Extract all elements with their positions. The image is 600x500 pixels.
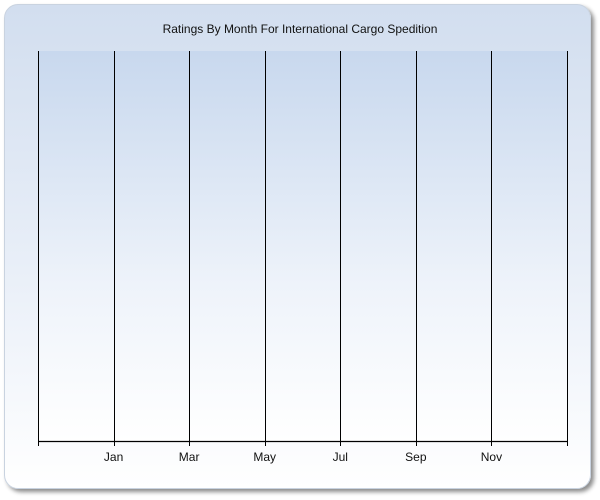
chart-title: Ratings By Month For International Cargo… (162, 22, 438, 36)
x-tick-label: Jul (333, 450, 348, 464)
x-tick-label: Sep (405, 450, 427, 464)
x-tick-label: Nov (481, 450, 502, 464)
x-tick-label: Mar (179, 450, 200, 464)
x-tick-label: Jan (104, 450, 123, 464)
x-tick-label: May (253, 450, 276, 464)
plot-area (38, 51, 567, 441)
